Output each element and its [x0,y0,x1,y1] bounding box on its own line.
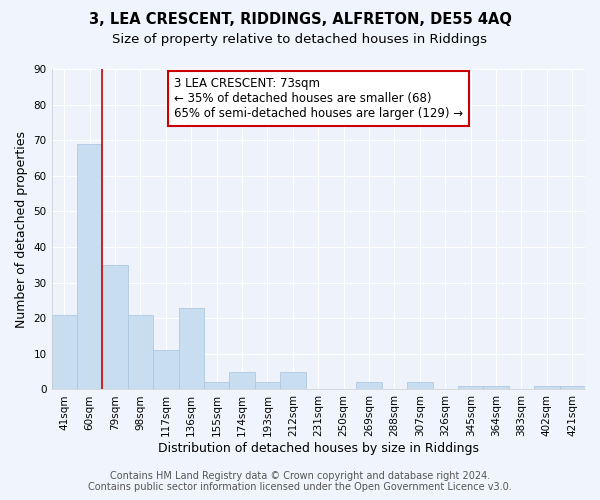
Bar [280,372,305,390]
Bar [153,350,179,390]
Bar [255,382,280,390]
Bar [204,382,229,390]
Bar [52,314,77,390]
Y-axis label: Number of detached properties: Number of detached properties [15,130,28,328]
Text: 3 LEA CRESCENT: 73sqm
← 35% of detached houses are smaller (68)
65% of semi-deta: 3 LEA CRESCENT: 73sqm ← 35% of detached … [174,77,463,120]
Bar [560,386,585,390]
Bar [534,386,560,390]
Bar [484,386,509,390]
Text: 3, LEA CRESCENT, RIDDINGS, ALFRETON, DE55 4AQ: 3, LEA CRESCENT, RIDDINGS, ALFRETON, DE5… [89,12,511,28]
Text: Size of property relative to detached houses in Riddings: Size of property relative to detached ho… [113,32,487,46]
Bar [128,314,153,390]
Bar [356,382,382,390]
Bar [458,386,484,390]
Text: Contains HM Land Registry data © Crown copyright and database right 2024.
Contai: Contains HM Land Registry data © Crown c… [88,471,512,492]
Bar [407,382,433,390]
X-axis label: Distribution of detached houses by size in Riddings: Distribution of detached houses by size … [158,442,479,455]
Bar [179,308,204,390]
Bar [103,265,128,390]
Bar [229,372,255,390]
Bar [77,144,103,390]
